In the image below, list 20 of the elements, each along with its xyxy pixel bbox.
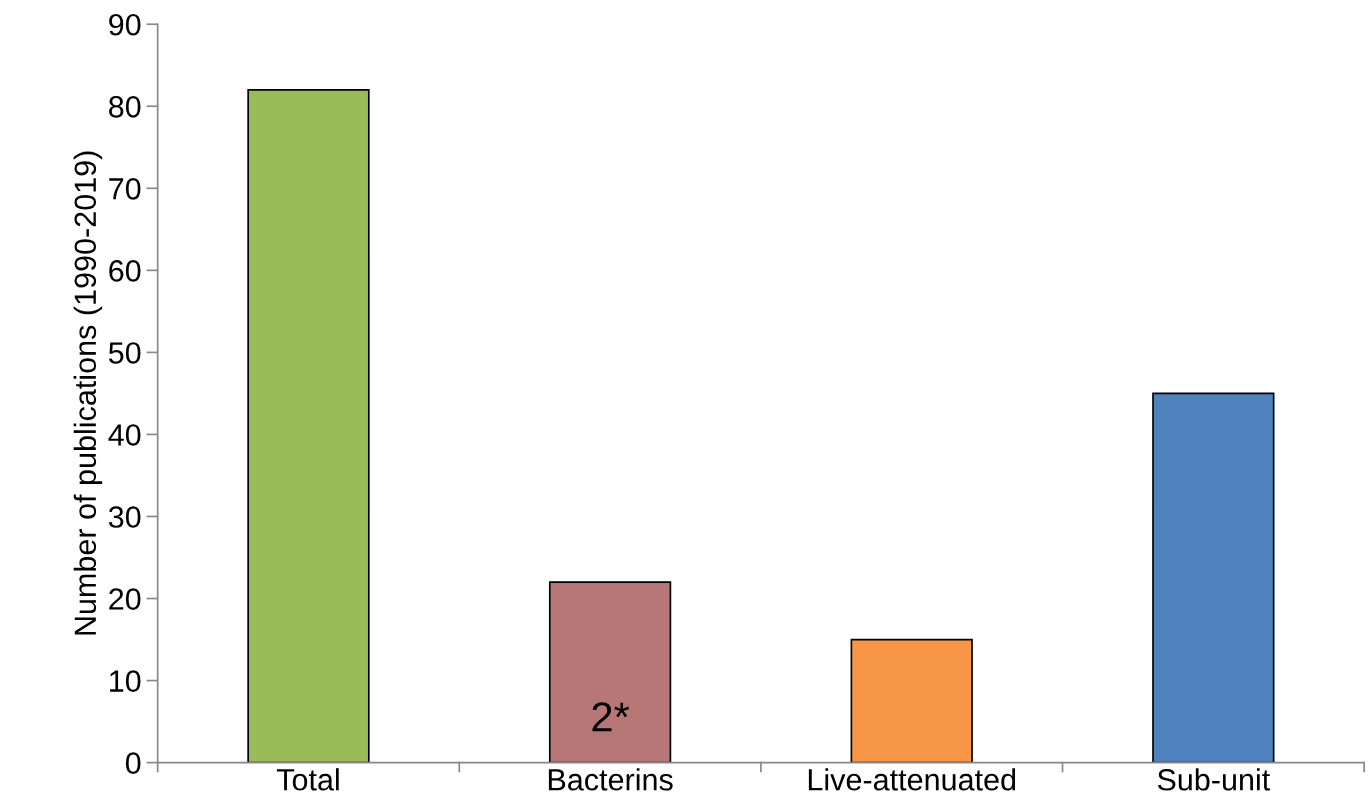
bar: [548, 581, 672, 763]
x-tick-label: Total: [276, 768, 339, 791]
bar: [247, 89, 370, 763]
y-tick-label: 0: [125, 752, 141, 774]
y-tick-label: 40: [108, 424, 141, 446]
x-tick-label: Live-attenuated: [808, 768, 1016, 791]
y-axis-title: Number of publications (1990-2019): [73, 151, 103, 635]
x-tick-label: Bacterins: [548, 768, 673, 791]
y-tick-label: 30: [108, 506, 141, 528]
x-tick-label: Sub-unit: [1157, 768, 1271, 791]
annotation: 2*: [592, 702, 630, 732]
y-tick-label: 70: [109, 178, 141, 200]
y-tick-label: 50: [108, 342, 141, 364]
y-tick-label: 90: [109, 13, 141, 36]
y-tick-label: 20: [109, 588, 141, 610]
y-tick-label: 80: [109, 95, 141, 118]
y-tick-label: 10: [110, 670, 141, 692]
bar: [850, 638, 973, 763]
bar: [1152, 392, 1275, 763]
y-tick-label: 60: [109, 260, 141, 282]
